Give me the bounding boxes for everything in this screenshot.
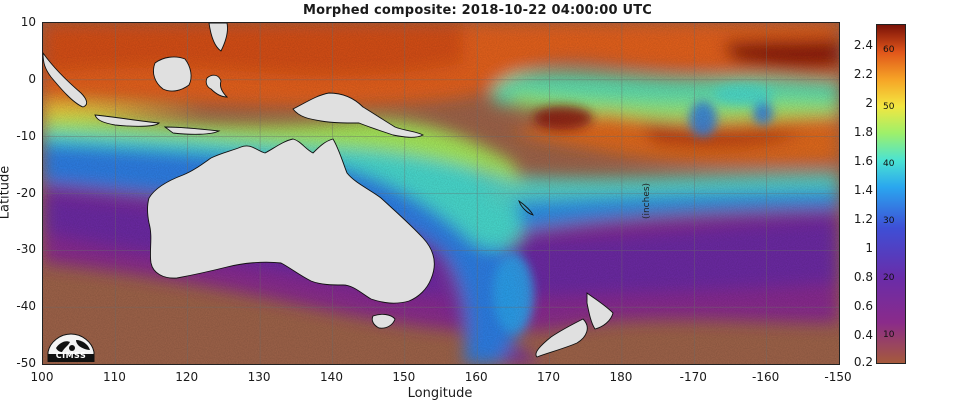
- y-tick: -30: [16, 242, 36, 257]
- colorbar-inch-tick: 2: [865, 96, 873, 110]
- colorbar: [876, 24, 906, 364]
- y-tick: -20: [16, 185, 36, 200]
- x-tick: -150: [824, 370, 852, 384]
- x-tick: 150: [392, 370, 416, 384]
- australia-shape: [147, 138, 435, 304]
- colorbar-inch-tick: 0.6: [853, 299, 873, 313]
- philippines-shape: [208, 23, 228, 52]
- x-tick: 180: [609, 370, 633, 384]
- cimss-logo: [47, 333, 95, 362]
- colorbar-inch-tick: 1.8: [853, 125, 873, 139]
- colorbar-inch-tick: 0.4: [853, 328, 873, 342]
- colorbar-mm-tick: 60: [883, 45, 895, 55]
- colorbar-inch-tick: 1.2: [853, 212, 873, 226]
- precipitable-water-map[interactable]: [42, 22, 840, 365]
- y-tick: 10: [20, 15, 36, 29]
- colorbar-inch-tick: 0.8: [853, 270, 873, 284]
- borneo-shape: [152, 56, 192, 92]
- x-tick: 140: [320, 370, 343, 384]
- sumatra-shape: [43, 52, 88, 108]
- colorbar-inch-tick: 2.4: [853, 38, 873, 52]
- y-tick: -50: [16, 356, 36, 370]
- x-tick: 120: [175, 370, 199, 384]
- colorbar-inch-tick: 0.2: [853, 355, 873, 369]
- x-tick: -170: [679, 370, 707, 384]
- colorbar-inch-tick: 1.6: [853, 154, 873, 168]
- new-caledonia-shape: [518, 199, 534, 216]
- colorbar-mm-tick: 20: [883, 273, 895, 283]
- tasmania-shape: [371, 313, 396, 329]
- new-guinea-shape: [292, 92, 425, 138]
- landmasses: [43, 23, 614, 358]
- cimss-logo-text: CIMSS: [55, 351, 87, 360]
- colorbar-mm-tick: 30: [883, 216, 895, 226]
- colorbar-mm-tick: 40: [883, 159, 895, 169]
- x-tick: 100: [30, 370, 54, 384]
- new-zealand-north-shape: [586, 292, 614, 330]
- lesser-sunda-shape: [163, 126, 221, 135]
- colorbar-inch-tick: 1.4: [853, 183, 873, 197]
- colorbar-inch-tick: 2.2: [853, 67, 873, 81]
- y-tick: 0: [28, 71, 36, 86]
- x-tick: 130: [247, 370, 271, 384]
- new-zealand-south-shape: [535, 318, 588, 358]
- x-tick: -160: [751, 370, 780, 384]
- java-shape: [94, 114, 160, 127]
- sulawesi-shape: [205, 74, 229, 98]
- x-tick: 170: [537, 370, 560, 384]
- colorbar-mm-tick: 50: [883, 102, 895, 112]
- x-axis-label: Longitude: [407, 386, 473, 401]
- y-axis-label: Latitude: [0, 165, 13, 220]
- colorbar-units-label: (inches): [642, 182, 653, 220]
- colorbar-mm-tick: 10: [883, 330, 895, 340]
- x-tick: 160: [464, 370, 488, 384]
- colorbar-inch-tick: 1: [865, 241, 873, 255]
- x-tick: 110: [102, 370, 126, 384]
- y-tick: -10: [16, 128, 36, 143]
- y-tick: -40: [16, 299, 36, 314]
- chart-title: Morphed composite: 2018-10-22 04:00:00 U…: [302, 3, 653, 18]
